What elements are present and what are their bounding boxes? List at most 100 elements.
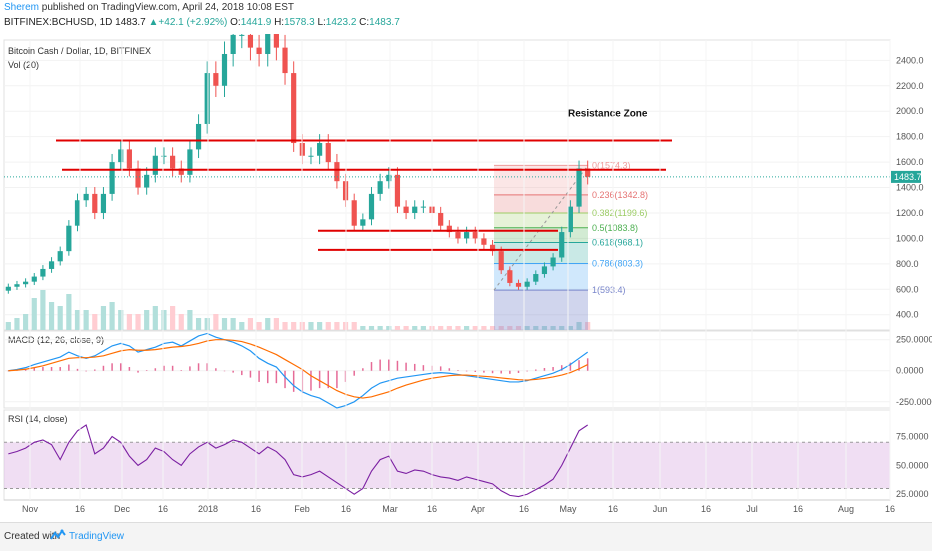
candle-body[interactable] xyxy=(533,274,539,282)
candle-body[interactable] xyxy=(403,206,409,213)
volume-bar xyxy=(489,326,496,330)
volume-bar xyxy=(239,322,245,330)
candle-body[interactable] xyxy=(57,251,63,262)
candle-body[interactable] xyxy=(40,268,46,277)
candle-body[interactable] xyxy=(291,73,297,144)
candle-body[interactable] xyxy=(83,193,89,201)
candle-body[interactable] xyxy=(308,155,314,157)
time-axis[interactable]: Nov 16 Dec 16 2018 16 Feb 16 Mar 16 Apr 16 May 16 Jun 1… xyxy=(4,40,895,514)
macd-histogram-bar xyxy=(465,370,468,372)
candle-body[interactable] xyxy=(498,251,504,271)
author-link[interactable]: Sherem xyxy=(4,2,40,13)
candle-body[interactable] xyxy=(360,219,366,226)
candle-body[interactable] xyxy=(515,282,522,287)
candle-body[interactable] xyxy=(472,232,478,239)
candle-body[interactable] xyxy=(5,286,11,291)
time-tick-label: Dec xyxy=(114,504,131,514)
macd-histogram-bar xyxy=(76,368,79,371)
candle-body[interactable] xyxy=(438,212,444,226)
price-pane[interactable]: 2400.0 2200.0 2000.0 1800.0 1600.0 1400.0 1200… xyxy=(3,34,924,331)
candle-body[interactable] xyxy=(256,47,262,54)
candle-body[interactable] xyxy=(377,181,383,194)
chart-canvas[interactable]: 2400.0 2200.0 2000.0 1800.0 1600.0 1400.0 1200… xyxy=(0,34,932,522)
candle-body[interactable] xyxy=(195,123,202,150)
macd-histogram-bar xyxy=(474,370,477,372)
candle-body[interactable] xyxy=(265,34,271,54)
candle-body[interactable] xyxy=(412,206,418,213)
volume-bar xyxy=(109,302,115,330)
candle-body[interactable] xyxy=(446,225,452,233)
candle-body[interactable] xyxy=(394,174,401,207)
macd-histogram-bar xyxy=(215,368,217,371)
volume-bar xyxy=(273,318,279,330)
candle-body[interactable] xyxy=(567,206,573,233)
candle-body[interactable] xyxy=(317,143,323,156)
candle-body[interactable] xyxy=(489,244,496,252)
publish-info: Sherem published on TradingView.com, Apr… xyxy=(4,2,294,13)
volume-bar xyxy=(559,326,565,330)
tradingview-brand[interactable]: TradingView xyxy=(69,531,125,542)
candle-body[interactable] xyxy=(100,193,107,213)
candle-body[interactable] xyxy=(334,162,340,182)
candle-body[interactable] xyxy=(23,281,29,285)
candle-body[interactable] xyxy=(576,168,582,207)
candle-body[interactable] xyxy=(455,232,461,239)
candle-body[interactable] xyxy=(187,149,193,175)
candle-body[interactable] xyxy=(152,155,158,175)
candle-body[interactable] xyxy=(325,143,331,163)
candle-body[interactable] xyxy=(239,34,245,36)
volume-title: Vol (20) xyxy=(8,60,39,70)
candle-body[interactable] xyxy=(204,73,210,124)
candle-body[interactable] xyxy=(386,174,392,182)
candle-body[interactable] xyxy=(92,193,98,213)
candle-body[interactable] xyxy=(14,284,20,287)
candle-body[interactable] xyxy=(135,168,141,188)
candle-body[interactable] xyxy=(550,257,556,267)
candle-body[interactable] xyxy=(144,174,150,188)
candle-body[interactable] xyxy=(48,261,55,269)
candle-body[interactable] xyxy=(178,168,184,175)
candle-body[interactable] xyxy=(161,155,167,157)
footer-bar: Created with TradingView xyxy=(0,522,932,551)
macd-series-signal[interactable] xyxy=(8,339,588,399)
candle-body[interactable] xyxy=(247,34,254,48)
rsi-pane[interactable]: RSI (14, close) 75.0000 50.0000 25.0000 xyxy=(3,409,929,501)
volume-bar xyxy=(455,326,461,330)
candle-body[interactable] xyxy=(559,232,565,258)
candle-body[interactable] xyxy=(481,238,487,245)
volume-bar xyxy=(213,314,219,330)
candle-body[interactable] xyxy=(541,266,548,275)
candle-body[interactable] xyxy=(221,53,228,86)
candle-body[interactable] xyxy=(109,162,115,194)
macd-histogram-bar xyxy=(232,370,234,373)
candle-body[interactable] xyxy=(351,200,357,226)
candle-body[interactable] xyxy=(230,34,236,54)
candle-body[interactable] xyxy=(273,34,279,48)
candle-body[interactable] xyxy=(213,73,219,86)
macd-pane[interactable]: MACD (12, 26, close, 9) 250.00000.0000-25… xyxy=(3,330,932,409)
candle-body[interactable] xyxy=(507,270,513,283)
candle-body[interactable] xyxy=(74,200,81,226)
volume-bar xyxy=(187,310,193,330)
volume-bar xyxy=(195,318,202,330)
candle-body[interactable] xyxy=(126,149,132,169)
candle-body[interactable] xyxy=(585,168,591,177)
candle-body[interactable] xyxy=(31,276,37,282)
created-with-text: Created with xyxy=(4,531,61,542)
volume-bar xyxy=(74,310,81,330)
candle-body[interactable] xyxy=(66,225,72,252)
high-label: H: xyxy=(274,17,285,28)
tradingview-logo-icon xyxy=(50,529,66,540)
macd-histogram-bar xyxy=(439,366,442,371)
rsi-line[interactable] xyxy=(8,424,588,498)
candle-body[interactable] xyxy=(524,281,530,287)
candle-body[interactable] xyxy=(464,232,470,239)
volume-bar xyxy=(152,306,158,330)
candle-body[interactable] xyxy=(170,155,176,169)
macd-series-macd[interactable] xyxy=(8,332,589,409)
candle-body[interactable] xyxy=(118,149,124,163)
candle-body[interactable] xyxy=(282,47,288,74)
volume-bar xyxy=(550,326,556,330)
candle-body[interactable] xyxy=(420,206,426,208)
candle-body[interactable] xyxy=(368,193,375,220)
